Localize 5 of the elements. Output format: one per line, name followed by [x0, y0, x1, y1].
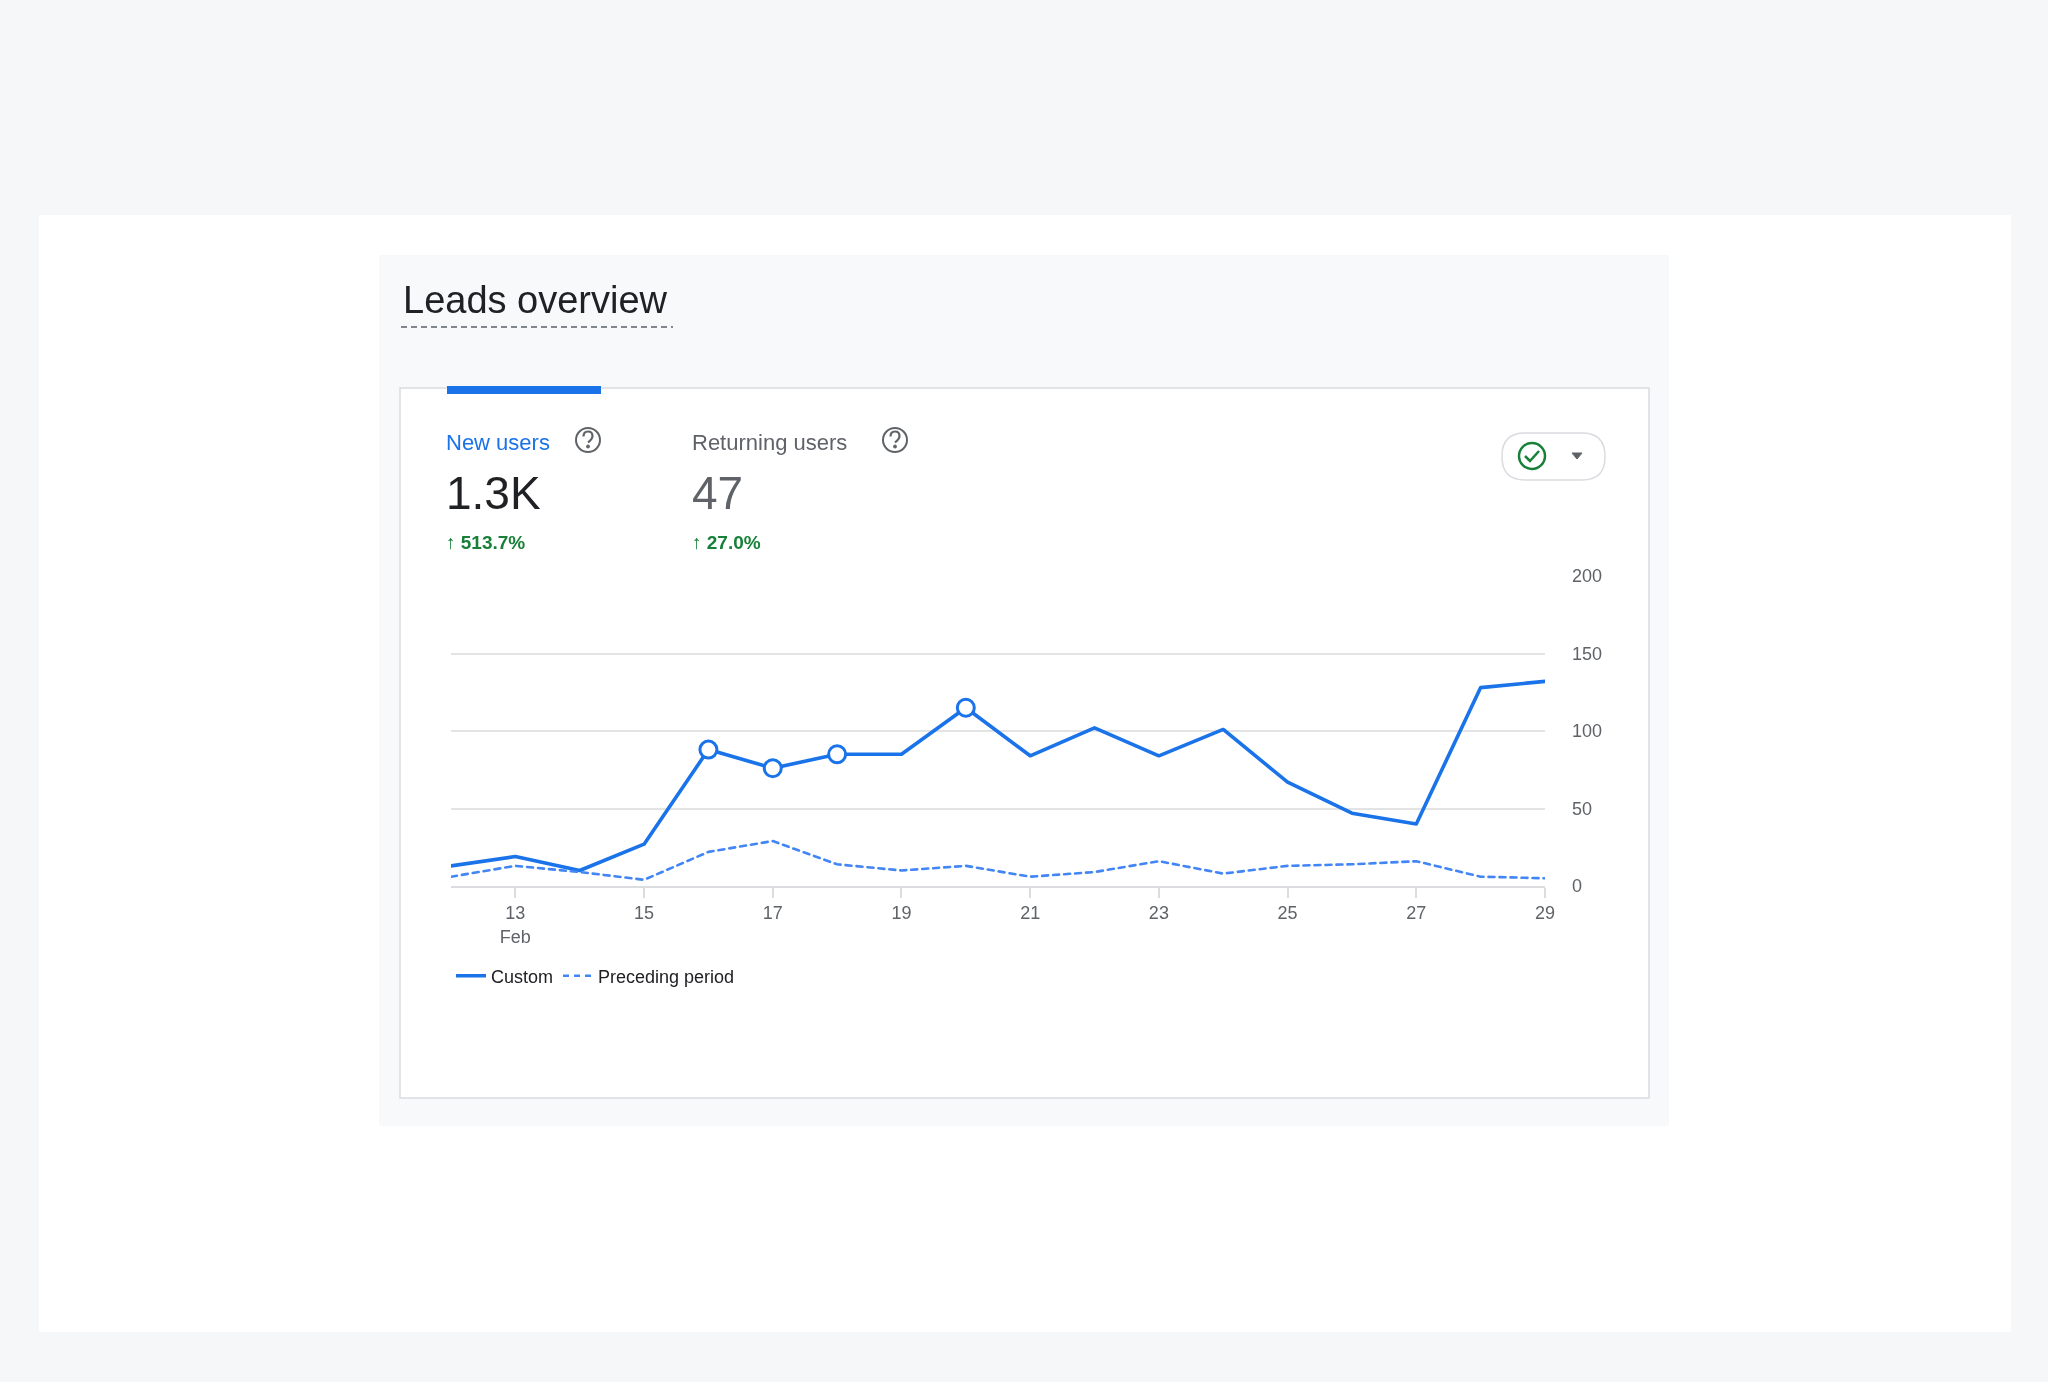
y-tick-label: 150	[1572, 643, 1603, 664]
y-tick-label: 50	[1572, 798, 1593, 819]
y-tick-label: 0	[1572, 876, 1583, 897]
y-tick-label: 100	[1572, 721, 1603, 742]
y-tick-label: 200	[1572, 566, 1603, 587]
